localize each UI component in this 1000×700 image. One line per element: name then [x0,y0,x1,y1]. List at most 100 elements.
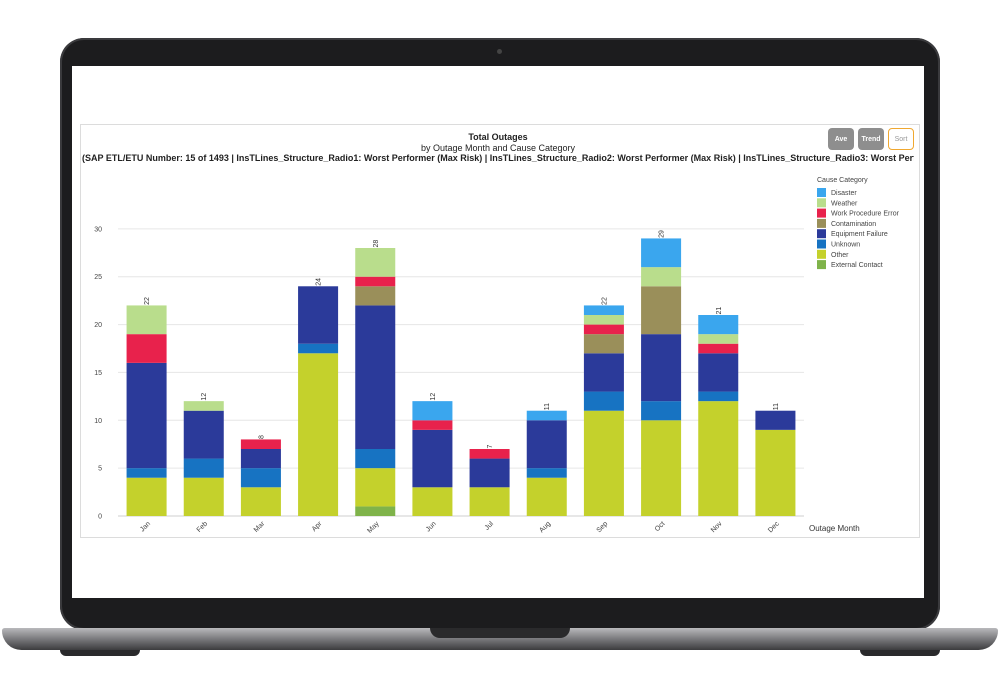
legend-swatch-contamination[interactable] [817,218,826,228]
bar-total-label: 28 [373,240,380,248]
bar-segment-oct-equipment-failure[interactable] [641,334,682,402]
x-tick-label: Oct [654,520,667,533]
legend-label-disaster[interactable]: Disaster [831,190,857,197]
legend-label-unknown[interactable]: Unknown [831,242,860,249]
x-tick-label: May [366,520,381,535]
bar-segment-may-other[interactable] [355,468,396,507]
legend-swatch-unknown[interactable] [817,239,826,249]
bar-segment-apr-unknown[interactable] [298,343,339,354]
bar-segment-jun-other[interactable] [412,487,453,516]
bar-segment-nov-work-procedure-error[interactable] [698,343,739,354]
bar-segment-sep-other[interactable] [583,410,624,516]
legend-label-weather[interactable]: Weather [831,200,858,207]
legend-label-other[interactable]: Other [831,252,849,259]
bar-total-label: 11 [544,403,551,410]
bar-segment-sep-unknown[interactable] [583,391,624,411]
bar-segment-may-weather[interactable] [355,248,396,277]
bar-segment-feb-equipment-failure[interactable] [183,410,224,459]
legend-swatch-other[interactable] [817,249,826,259]
bar-segment-jan-work-procedure-error[interactable] [126,334,167,363]
bar-segment-jan-equipment-failure[interactable] [126,362,167,469]
bar-segment-nov-equipment-failure[interactable] [698,353,739,392]
x-tick-label: Apr [311,520,324,533]
legend-swatch-weather[interactable] [817,198,826,208]
x-tick-label: Jan [139,520,152,533]
camera-icon [497,49,502,54]
y-tick-label: 5 [98,466,102,473]
legend-swatch-disaster[interactable] [817,188,826,197]
bar-total-label: 21 [716,307,723,315]
bar-segment-mar-other[interactable] [240,487,281,516]
bar-segment-jun-disaster[interactable] [412,401,453,421]
bar-segment-aug-unknown[interactable] [526,468,567,478]
bar-total-label: 11 [773,403,780,410]
bar-segment-aug-equipment-failure[interactable] [526,420,567,469]
bar-segment-may-work-procedure-error[interactable] [355,276,396,287]
bar-segment-sep-disaster[interactable] [583,305,624,315]
bar-segment-jul-other[interactable] [469,487,510,516]
bar-segment-mar-unknown[interactable] [240,468,281,488]
legend-label-external-contact[interactable]: External Contact [831,262,883,269]
laptop-base [2,628,998,650]
bar-segment-jan-other[interactable] [126,477,167,516]
bar-segment-jan-unknown[interactable] [126,468,167,478]
legend-swatch-equipment-failure[interactable] [817,229,826,239]
laptop-foot-right [860,650,940,656]
legend-label-work-procedure-error[interactable]: Work Procedure Error [831,211,900,218]
bar-segment-aug-other[interactable] [526,477,567,516]
bar-segment-mar-equipment-failure[interactable] [240,449,281,469]
bar-segment-nov-weather[interactable] [698,334,739,344]
bar-segment-oct-contamination[interactable] [641,286,682,335]
x-tick-label: Sep [596,520,610,534]
y-tick-label: 15 [94,370,102,377]
x-tick-label: Mar [253,520,267,534]
bar-segment-apr-equipment-failure[interactable] [298,286,339,344]
bar-segment-oct-other[interactable] [641,420,682,516]
x-tick-label: Jun [425,520,438,533]
x-tick-label: Aug [538,520,552,534]
bar-segment-feb-unknown[interactable] [183,458,224,478]
legend-swatch-external-contact[interactable] [817,260,826,270]
x-tick-label: Feb [196,520,210,534]
trend-button[interactable]: Trend [858,128,884,150]
legend-label-contamination[interactable]: Contamination [831,221,876,228]
bar-segment-oct-unknown[interactable] [641,401,682,421]
y-tick-label: 10 [94,418,102,425]
ave-button[interactable]: Ave [828,128,854,150]
y-tick-label: 25 [94,274,102,281]
bar-segment-jun-work-procedure-error[interactable] [412,420,453,430]
bar-segment-oct-weather[interactable] [641,267,682,287]
bar-segment-jul-equipment-failure[interactable] [469,458,510,488]
bar-segment-dec-other[interactable] [755,429,796,516]
bar-segment-aug-disaster[interactable] [526,410,567,421]
bar-segment-mar-work-procedure-error[interactable] [240,439,281,449]
bar-total-label: 7 [487,445,494,449]
bar-total-label: 12 [201,393,208,401]
sort-button[interactable]: Sort [888,128,914,150]
bar-segment-may-external-contact[interactable] [355,506,396,516]
bar-segment-nov-unknown[interactable] [698,391,739,402]
bar-segment-may-equipment-failure[interactable] [355,305,396,449]
x-tick-label: Nov [710,520,724,534]
bar-segment-dec-equipment-failure[interactable] [755,410,796,430]
bar-segment-feb-weather[interactable] [183,401,224,411]
bar-segment-nov-disaster[interactable] [698,315,739,335]
bar-segment-sep-work-procedure-error[interactable] [583,324,624,335]
screen: Total Outages by Outage Month and Cause … [72,66,924,598]
bar-segment-may-unknown[interactable] [355,449,396,469]
bar-segment-nov-other[interactable] [698,401,739,516]
bar-segment-jun-equipment-failure[interactable] [412,429,453,488]
legend-swatch-work-procedure-error[interactable] [817,208,826,218]
bar-segment-jul-work-procedure-error[interactable] [469,449,510,459]
bar-segment-feb-other[interactable] [183,477,224,516]
bar-segment-jan-weather[interactable] [126,305,167,335]
bar-segment-sep-contamination[interactable] [583,334,624,354]
bar-segment-apr-other[interactable] [298,353,339,516]
legend-label-equipment-failure[interactable]: Equipment Failure [831,231,888,238]
bar-segment-sep-equipment-failure[interactable] [583,353,624,392]
bar-segment-sep-weather[interactable] [583,315,624,325]
x-tick-label: Jul [484,520,496,532]
bar-segment-oct-disaster[interactable] [641,238,682,268]
legend-title: Cause Category [817,177,868,184]
bar-segment-may-contamination[interactable] [355,286,396,306]
